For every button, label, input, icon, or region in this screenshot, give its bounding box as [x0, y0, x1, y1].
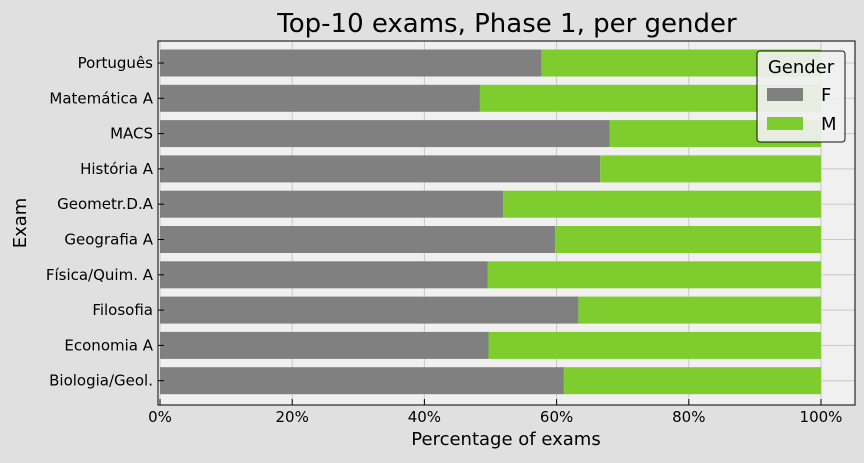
- y-tick-label: História A: [80, 160, 154, 178]
- bar-m-5: [555, 226, 821, 253]
- legend-items: FM: [767, 85, 837, 135]
- bar-f-2: [160, 120, 610, 148]
- y-tick-label: Geometr.D.A: [57, 195, 154, 213]
- x-tick-label: 0%: [148, 408, 172, 426]
- bar-f-6: [160, 261, 488, 289]
- bar-m-8: [488, 331, 821, 359]
- plot-frame: [157, 40, 856, 406]
- chart-title: Top-10 exams, Phase 1, per gender: [276, 9, 737, 39]
- x-tick-label: 60%: [540, 408, 573, 426]
- bar-f-8: [160, 331, 489, 359]
- bar-f-3: [160, 155, 601, 183]
- legend-label-f: F: [821, 85, 831, 106]
- bar-m-3: [600, 155, 821, 183]
- bar-f-0: [160, 49, 542, 77]
- legend: Gender FM: [756, 50, 846, 143]
- y-tick-label: Economia A: [64, 336, 153, 354]
- bar-f-7: [160, 296, 579, 324]
- bar-f-9: [160, 367, 564, 395]
- y-tick-label: Português: [78, 54, 154, 72]
- x-tick-label: 40%: [408, 408, 441, 426]
- x-tick-label: 100%: [800, 408, 843, 426]
- y-tick-label: Física/Quim. A: [46, 266, 154, 284]
- bar-f-1: [160, 84, 480, 112]
- x-axis-label: Percentage of exams: [411, 429, 600, 450]
- bar-m-6: [487, 261, 821, 289]
- bar-f-5: [160, 226, 556, 253]
- legend-swatch-m: [767, 117, 803, 130]
- y-ticks: Português Matemática A MACS História A Geome…: [46, 54, 164, 390]
- bar-m-9: [563, 367, 821, 395]
- legend-label-m: M: [821, 114, 837, 135]
- y-axis-label: Exam: [10, 198, 31, 249]
- bar-m-7: [578, 296, 821, 324]
- bar-f-4: [160, 190, 504, 218]
- y-tick-label: Geografia A: [64, 231, 153, 249]
- x-tick-label: 80%: [672, 408, 705, 426]
- x-ticks: 0% 20% 40% 60% 80% 100%: [148, 399, 842, 426]
- y-tick-label: Matemática A: [49, 89, 153, 107]
- x-tick-label: 20%: [276, 408, 309, 426]
- legend-swatch-f: [767, 88, 803, 101]
- bar-m-4: [503, 190, 821, 218]
- y-tick-label: Filosofia: [92, 301, 153, 319]
- legend-title: Gender: [768, 57, 835, 78]
- y-tick-label: MACS: [110, 125, 153, 143]
- y-tick-label: Biologia/Geol.: [49, 372, 153, 390]
